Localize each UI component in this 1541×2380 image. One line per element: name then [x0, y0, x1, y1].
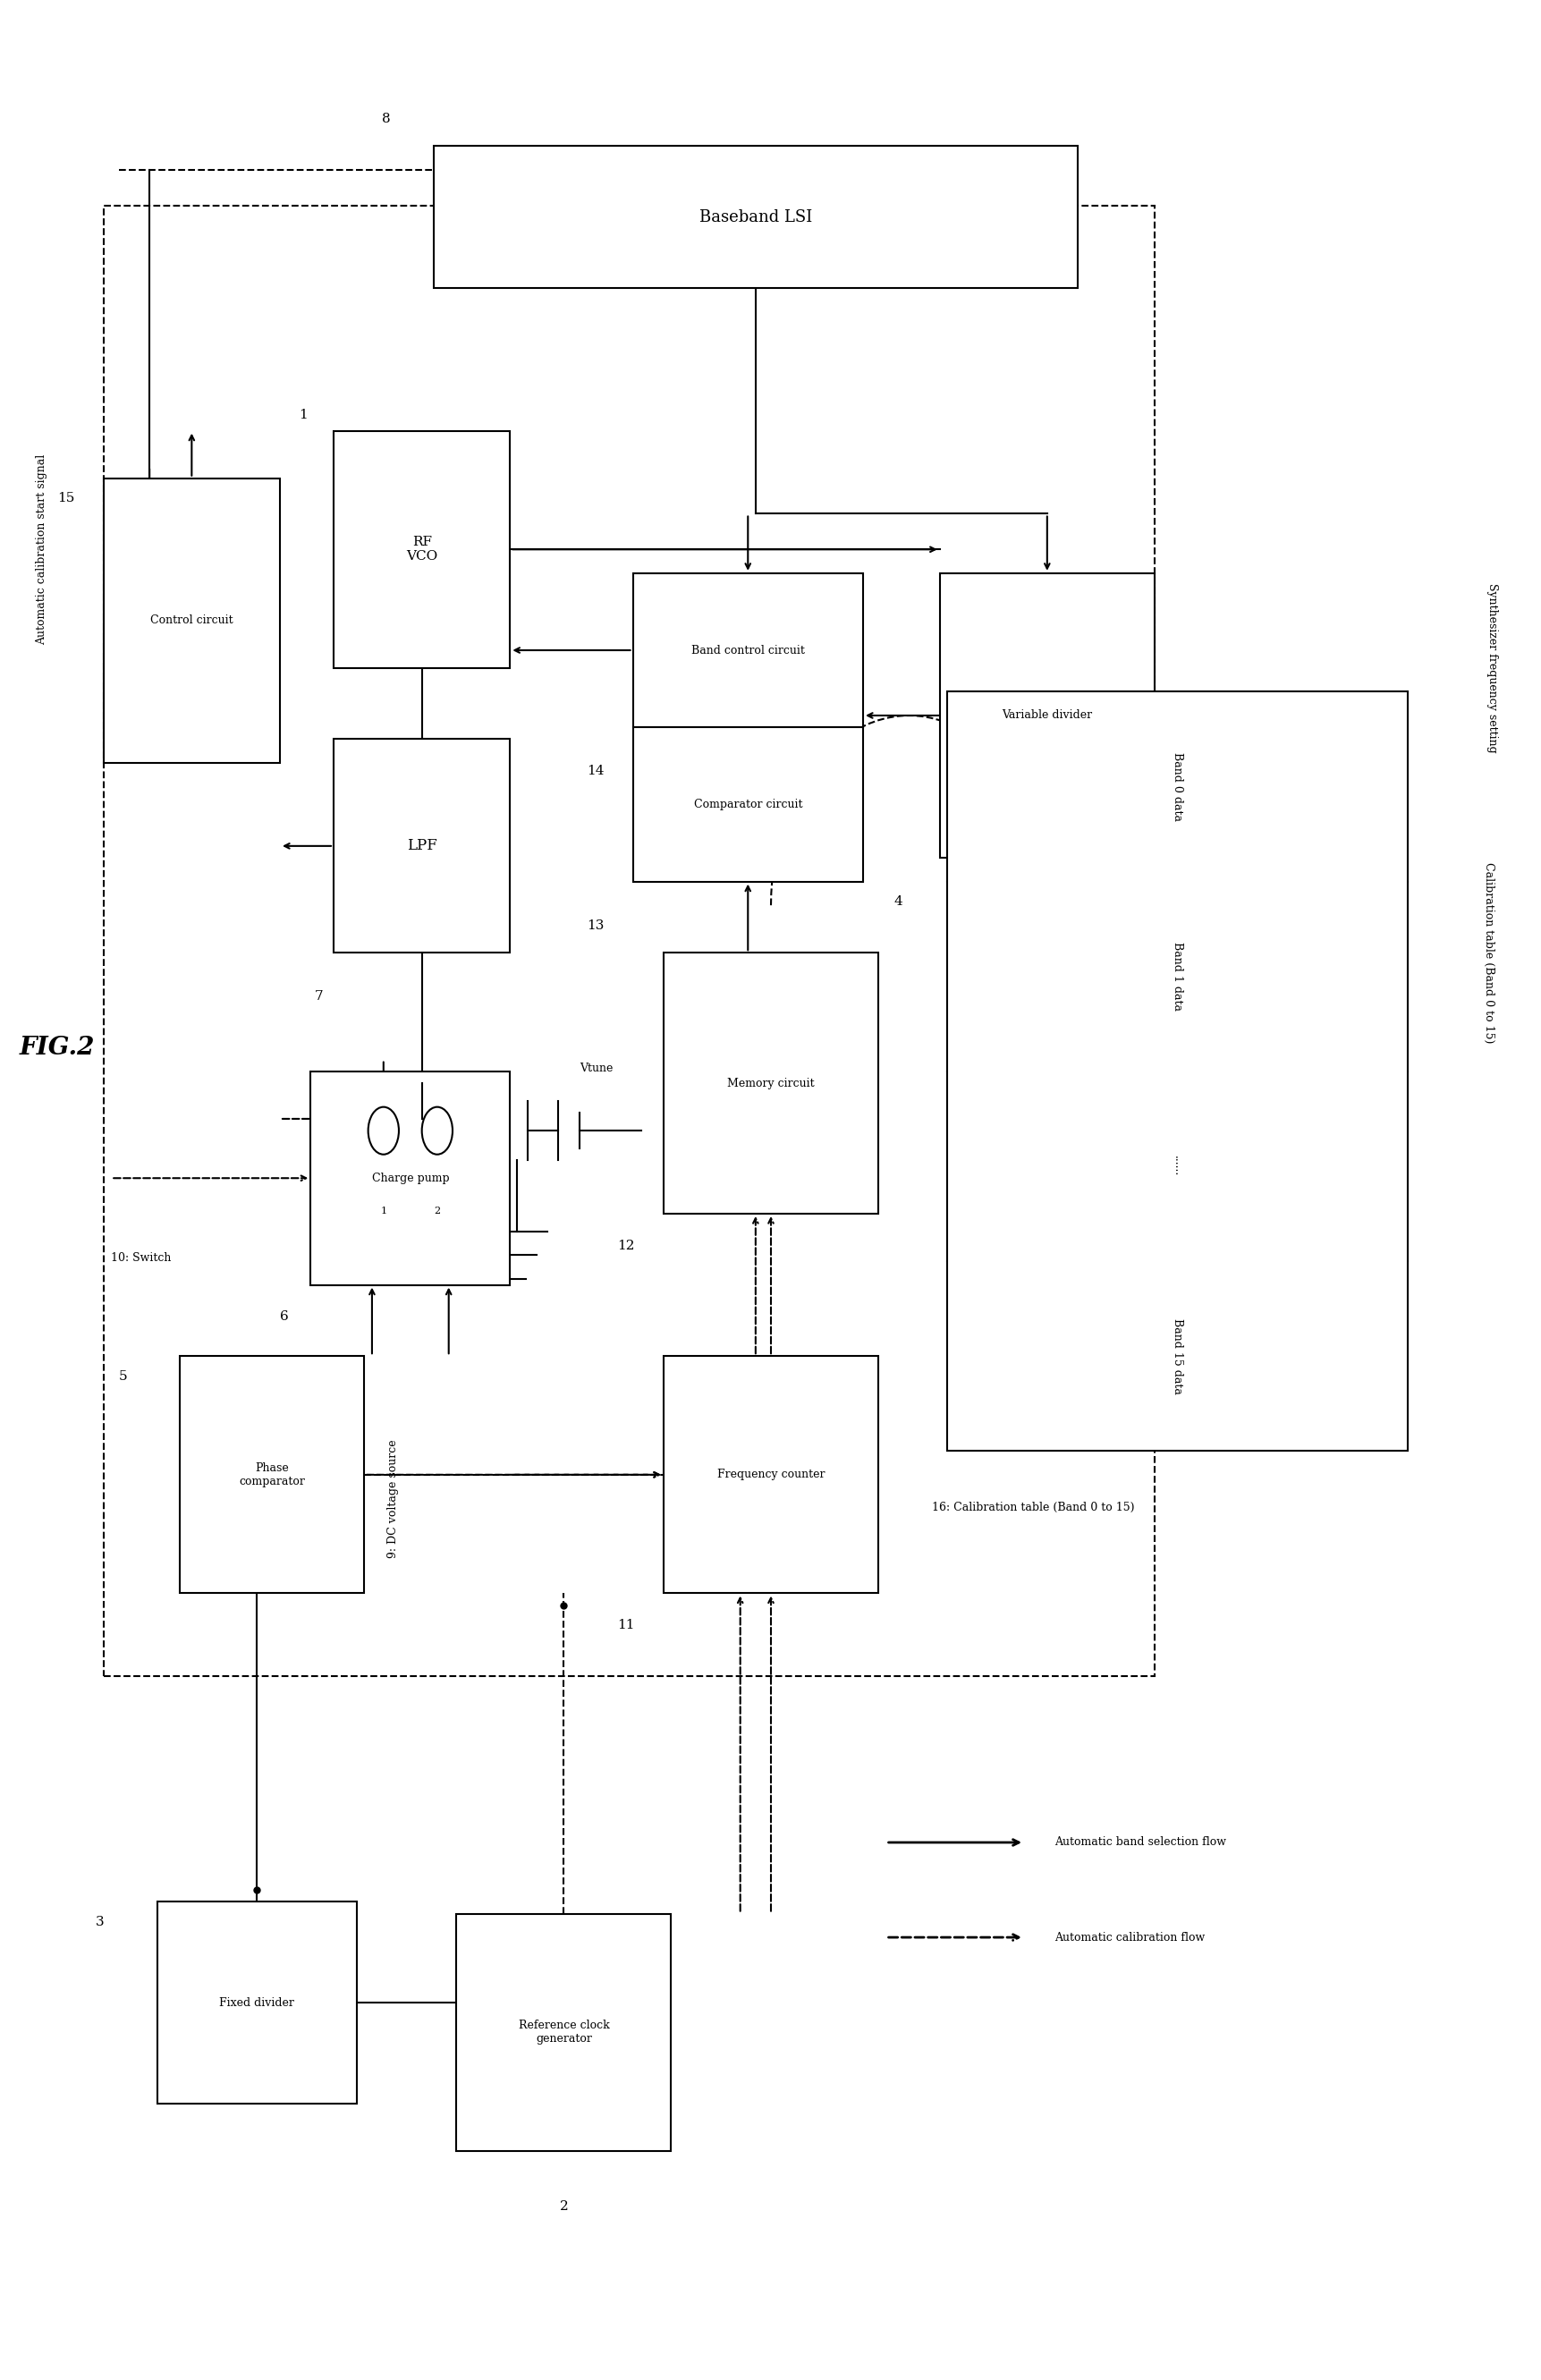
- Text: 9: DC voltage source: 9: DC voltage source: [387, 1440, 399, 1559]
- Bar: [946, 693, 1407, 1452]
- Text: 1: 1: [299, 409, 308, 421]
- Text: Vtune: Vtune: [579, 1061, 613, 1073]
- Text: Band control circuit: Band control circuit: [690, 645, 804, 657]
- Text: ......: ......: [1171, 1157, 1182, 1176]
- Bar: [157, 1902, 356, 2104]
- Text: Band 0 data: Band 0 data: [1171, 752, 1182, 821]
- Text: Variable divider: Variable divider: [1002, 709, 1091, 721]
- Text: Band 1 data: Band 1 data: [1171, 942, 1182, 1012]
- Bar: [663, 952, 878, 1214]
- Bar: [103, 478, 280, 764]
- Text: Control circuit: Control circuit: [149, 614, 233, 626]
- Text: Band 15 data: Band 15 data: [1171, 1319, 1182, 1395]
- Text: 13: 13: [587, 919, 604, 931]
- Text: 11: 11: [616, 1618, 635, 1633]
- Bar: [456, 1914, 670, 2152]
- Text: Automatic band selection flow: Automatic band selection flow: [1054, 1837, 1225, 1849]
- Text: 5: 5: [119, 1371, 128, 1383]
- Bar: [938, 574, 1154, 857]
- Bar: [632, 728, 863, 881]
- Text: Automatic calibration flow: Automatic calibration flow: [1054, 1933, 1205, 1942]
- Text: Reference clock
generator: Reference clock generator: [518, 2021, 609, 2044]
- Bar: [310, 1071, 510, 1285]
- Bar: [433, 145, 1077, 288]
- Text: Charge pump: Charge pump: [371, 1173, 448, 1183]
- Text: 2: 2: [559, 2202, 567, 2213]
- Text: Phase
comparator: Phase comparator: [239, 1461, 305, 1488]
- Text: 15: 15: [57, 493, 74, 505]
- Text: 6: 6: [280, 1311, 288, 1323]
- Bar: [103, 205, 1154, 1676]
- Text: 10: Switch: 10: Switch: [111, 1252, 171, 1264]
- Text: Automatic calibration start signal: Automatic calibration start signal: [37, 455, 48, 645]
- Text: 3: 3: [96, 1916, 105, 1928]
- Text: 7: 7: [314, 990, 324, 1002]
- Bar: [663, 1357, 878, 1592]
- Text: Baseband LSI: Baseband LSI: [698, 209, 812, 226]
- Text: Frequency counter: Frequency counter: [717, 1468, 824, 1480]
- Bar: [632, 574, 863, 728]
- Text: FIG.2: FIG.2: [18, 1035, 94, 1059]
- Text: Fixed divider: Fixed divider: [219, 1997, 294, 2009]
- Text: 14: 14: [587, 764, 604, 778]
- Bar: [333, 431, 510, 669]
- Text: 2: 2: [433, 1207, 441, 1216]
- Text: 12: 12: [616, 1240, 635, 1252]
- Text: 8: 8: [382, 112, 390, 126]
- Bar: [180, 1357, 364, 1592]
- Text: 1: 1: [381, 1207, 387, 1216]
- Text: Synthesizer frequency setting: Synthesizer frequency setting: [1486, 583, 1496, 752]
- Text: RF
VCO: RF VCO: [405, 536, 438, 564]
- Text: Memory circuit: Memory circuit: [727, 1078, 814, 1090]
- Bar: [333, 740, 510, 952]
- Text: LPF: LPF: [407, 838, 436, 854]
- Text: Comparator circuit: Comparator circuit: [693, 800, 801, 809]
- Text: 4: 4: [894, 895, 901, 909]
- Text: 16: Calibration table (Band 0 to 15): 16: Calibration table (Band 0 to 15): [931, 1502, 1134, 1514]
- Text: Calibration table (Band 0 to 15): Calibration table (Band 0 to 15): [1482, 862, 1495, 1042]
